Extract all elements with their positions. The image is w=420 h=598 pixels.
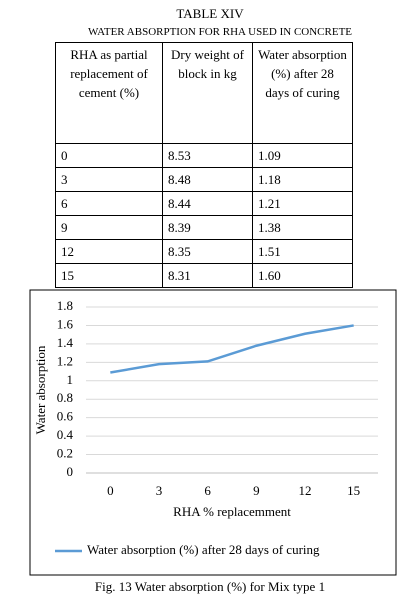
table-cell: 8.53 — [162, 143, 253, 168]
x-tick-label: 6 — [204, 483, 211, 498]
table-cell: 8.31 — [162, 263, 253, 288]
legend-label: Water absorption (%) after 28 days of cu… — [87, 542, 320, 557]
y-tick-label: 0.4 — [57, 427, 74, 442]
table-cell: 1.51 — [252, 239, 353, 264]
x-tick-label: 15 — [347, 483, 360, 498]
x-tick-label: 3 — [156, 483, 163, 498]
y-tick-label: 1.6 — [57, 316, 74, 331]
chart-border — [29, 289, 397, 576]
table-body: RHA as partial replacement of cement (%)… — [55, 42, 353, 288]
data-table: RHA as partial replacement of cement (%)… — [55, 42, 353, 288]
y-tick-label: 0.2 — [57, 446, 73, 461]
header-cell: Water absorption (%) after 28 days of cu… — [252, 42, 353, 144]
y-tick-label: 0.6 — [57, 409, 74, 424]
header-row: RHA as partial replacement of cement (%)… — [55, 42, 353, 144]
series-line — [110, 324, 354, 374]
table-row: 3 8.48 1.18 — [55, 167, 353, 192]
table-cell: 1.18 — [252, 167, 353, 192]
table-cell: 1.38 — [252, 215, 353, 240]
y-axis-label: Water absorption — [33, 345, 48, 434]
table-cell: 12 — [55, 239, 163, 264]
table-cell: 9 — [55, 215, 163, 240]
table-cell: 8.39 — [162, 215, 253, 240]
table-cell: 15 — [55, 263, 163, 288]
y-tick-label: 1.8 — [57, 298, 73, 313]
table-row: 15 8.31 1.60 — [55, 263, 353, 288]
y-tick-label: 1.4 — [57, 335, 74, 350]
y-tick-label: 1.2 — [57, 353, 73, 368]
table-subtitle: WATER ABSORPTION FOR RHA USED IN CONCRET… — [87, 26, 353, 38]
table-title: TABLE XIV — [176, 6, 244, 21]
x-tick-label: 0 — [107, 483, 114, 498]
table-cell: 8.48 — [162, 167, 253, 192]
table-cell: 1.60 — [252, 263, 353, 288]
header-cell: RHA as partial replacement of cement (%) — [55, 42, 163, 144]
x-tick-label: 9 — [253, 483, 260, 498]
table-row: 9 8.39 1.38 — [55, 215, 353, 240]
figure-caption: Fig. 13 Water absorption (%) for Mix typ… — [94, 579, 326, 594]
x-tick-label: 12 — [299, 483, 312, 498]
y-tick-label: 0.8 — [57, 390, 73, 405]
y-tick-label: 1 — [67, 372, 74, 387]
x-axis-label: RHA % replacemment — [173, 504, 291, 519]
y-tick-label: 0 — [67, 464, 74, 479]
